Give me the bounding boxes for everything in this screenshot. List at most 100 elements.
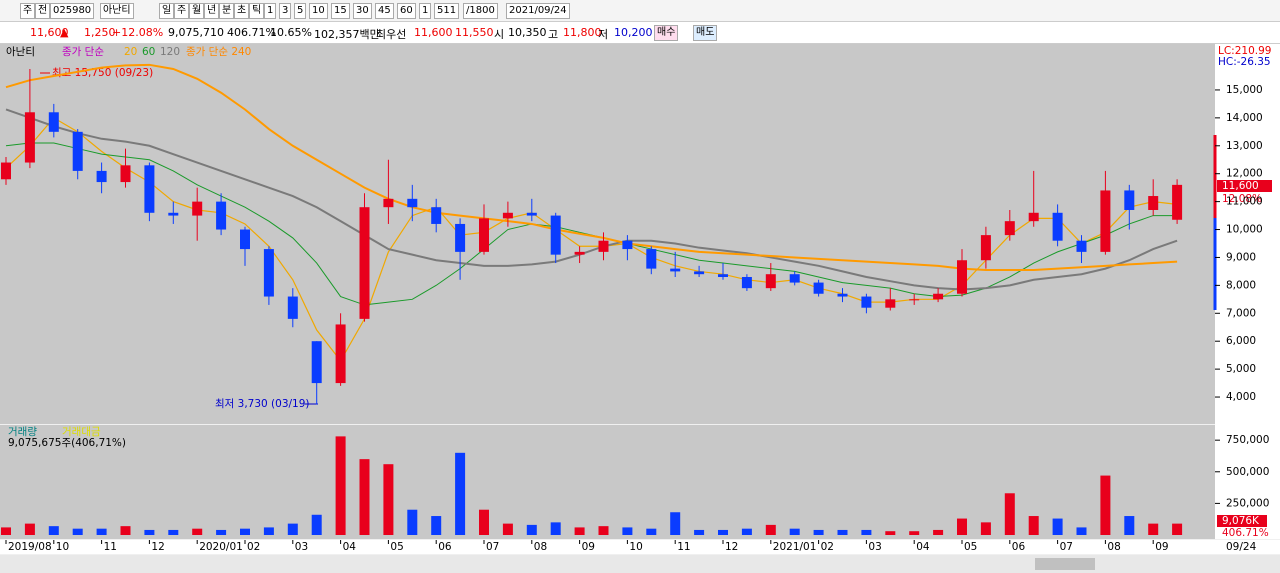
volume-bar	[311, 514, 322, 535]
x-tick-label: 03	[868, 541, 881, 553]
x-tick-label: 07	[486, 541, 499, 553]
y-tick-label: 5,000	[1226, 363, 1256, 375]
volume-bar	[240, 528, 250, 535]
candle-body	[192, 201, 203, 216]
toolbar-item[interactable]: 틱	[249, 3, 265, 19]
toolbar-item[interactable]: 15	[331, 3, 350, 19]
toolbar-item[interactable]: 1	[264, 3, 277, 19]
toolbar-item[interactable]: 초	[234, 3, 250, 19]
low-label: 저	[598, 28, 609, 41]
x-tick-label: 04	[916, 541, 930, 553]
volume-bar	[909, 531, 920, 535]
candle-body	[718, 274, 728, 277]
y-tick-label: 15,000	[1226, 84, 1263, 96]
volume-bar	[407, 509, 418, 535]
change: 1,250	[84, 26, 116, 39]
volume-bar	[72, 528, 83, 535]
ma-legend: 60	[142, 46, 155, 58]
scroll-thumb[interactable]	[1035, 558, 1095, 570]
toolbar-item[interactable]: 5	[294, 3, 307, 19]
candle-body	[861, 296, 872, 308]
candle-body	[1076, 240, 1087, 252]
candle-body	[1004, 221, 1015, 236]
toolbar-item[interactable]: 분	[219, 3, 235, 19]
y-tick-label: 7,000	[1226, 307, 1256, 319]
lc: LC:210.99	[1218, 45, 1271, 57]
quote-bar: 11,600 ▲ 1,250 +12.08% 9,075,710 406.71%…	[0, 22, 1280, 44]
candle-body	[526, 212, 537, 216]
x-tick-label: 09	[582, 541, 595, 553]
toolbar-item[interactable]: 주	[20, 3, 36, 19]
volume-bar	[1124, 516, 1135, 535]
last-price-box	[1217, 180, 1272, 192]
candle-body	[335, 324, 346, 384]
toolbar-item[interactable]: 일	[159, 3, 175, 19]
toolbar-item[interactable]: 45	[375, 3, 394, 19]
x-tick-label: 02	[247, 541, 260, 553]
toolbar-item[interactable]: 1	[419, 3, 432, 19]
x-tick-label: 05	[390, 541, 403, 553]
candle-body	[479, 218, 489, 252]
volume-bar	[24, 523, 35, 535]
price: 11,600	[30, 26, 69, 39]
candle-body	[789, 274, 800, 283]
toolbar-item[interactable]: 아난티	[100, 3, 134, 19]
last-volume: 9,076K	[1222, 515, 1260, 527]
volume-bar	[694, 529, 705, 535]
ma-legend: 종가 단순	[62, 46, 104, 58]
candle-body	[431, 207, 442, 224]
volume-bar	[1004, 493, 1015, 535]
x-tick-label: 04	[343, 541, 357, 553]
toolbar-item[interactable]: 60	[397, 3, 416, 19]
y-tick-label: 6,000	[1226, 335, 1256, 347]
volume-text: 9,075,675주(406,71%)	[8, 437, 126, 449]
scrollbar[interactable]	[0, 555, 1280, 573]
volume-bar	[718, 529, 728, 535]
candle-body	[1148, 196, 1159, 210]
volume-bar	[765, 524, 776, 535]
low-annotation: 최저 3,730 (03/19)	[215, 398, 310, 410]
toolbar-item[interactable]: /1800	[463, 3, 498, 19]
v-tick-label: 750,000	[1226, 434, 1269, 446]
volume-bar	[431, 516, 442, 535]
volume-bar	[789, 528, 800, 535]
sell-button[interactable]: 매도	[693, 25, 718, 41]
x-tick-label: 11	[104, 541, 117, 553]
v-tick-label: 500,000	[1226, 466, 1269, 478]
toolbar-item[interactable]: 30	[353, 3, 372, 19]
volume-bar	[885, 531, 896, 535]
candle-body	[48, 112, 59, 132]
toolbar-item[interactable]: 3	[279, 3, 292, 19]
x-tick-label: 09	[1155, 541, 1168, 553]
volume-bar	[980, 522, 991, 535]
ma-legend: 종가 단순 240	[186, 46, 251, 58]
toolbar-item[interactable]: 025980	[50, 3, 95, 19]
candle-body	[1124, 190, 1135, 210]
volume-bar	[216, 529, 227, 535]
x-tick-label: 2019/08	[8, 541, 52, 553]
candle-body	[550, 215, 561, 255]
x-tick-label: 03	[295, 541, 308, 553]
up-arrow: ▲	[60, 26, 69, 39]
candle-body	[144, 165, 155, 213]
buy-button[interactable]: 매수	[654, 25, 679, 41]
volume-bar	[1, 527, 11, 535]
volume-bar	[861, 529, 872, 535]
x-tick-label: 07	[1060, 541, 1073, 553]
volume-bar	[1172, 523, 1183, 535]
toolbar-item[interactable]: 10	[309, 3, 328, 19]
toolbar-item[interactable]: 전	[35, 3, 51, 19]
toolbar-item[interactable]: 주	[174, 3, 190, 19]
candle-body	[670, 268, 681, 272]
toolbar-item[interactable]: 511	[434, 3, 460, 19]
high-label: 고	[548, 28, 559, 41]
turnover: 10.65%	[270, 26, 312, 39]
volume-bar	[741, 528, 752, 535]
toolbar-item[interactable]: 월	[189, 3, 205, 19]
toolbar-item[interactable]: 2021/09/24	[506, 3, 570, 19]
volume-bar	[479, 509, 489, 535]
candle-body	[383, 198, 394, 208]
best-label: 최우선	[376, 28, 407, 41]
toolbar-item[interactable]: 년	[204, 3, 220, 19]
ask: 11,600	[414, 26, 453, 39]
